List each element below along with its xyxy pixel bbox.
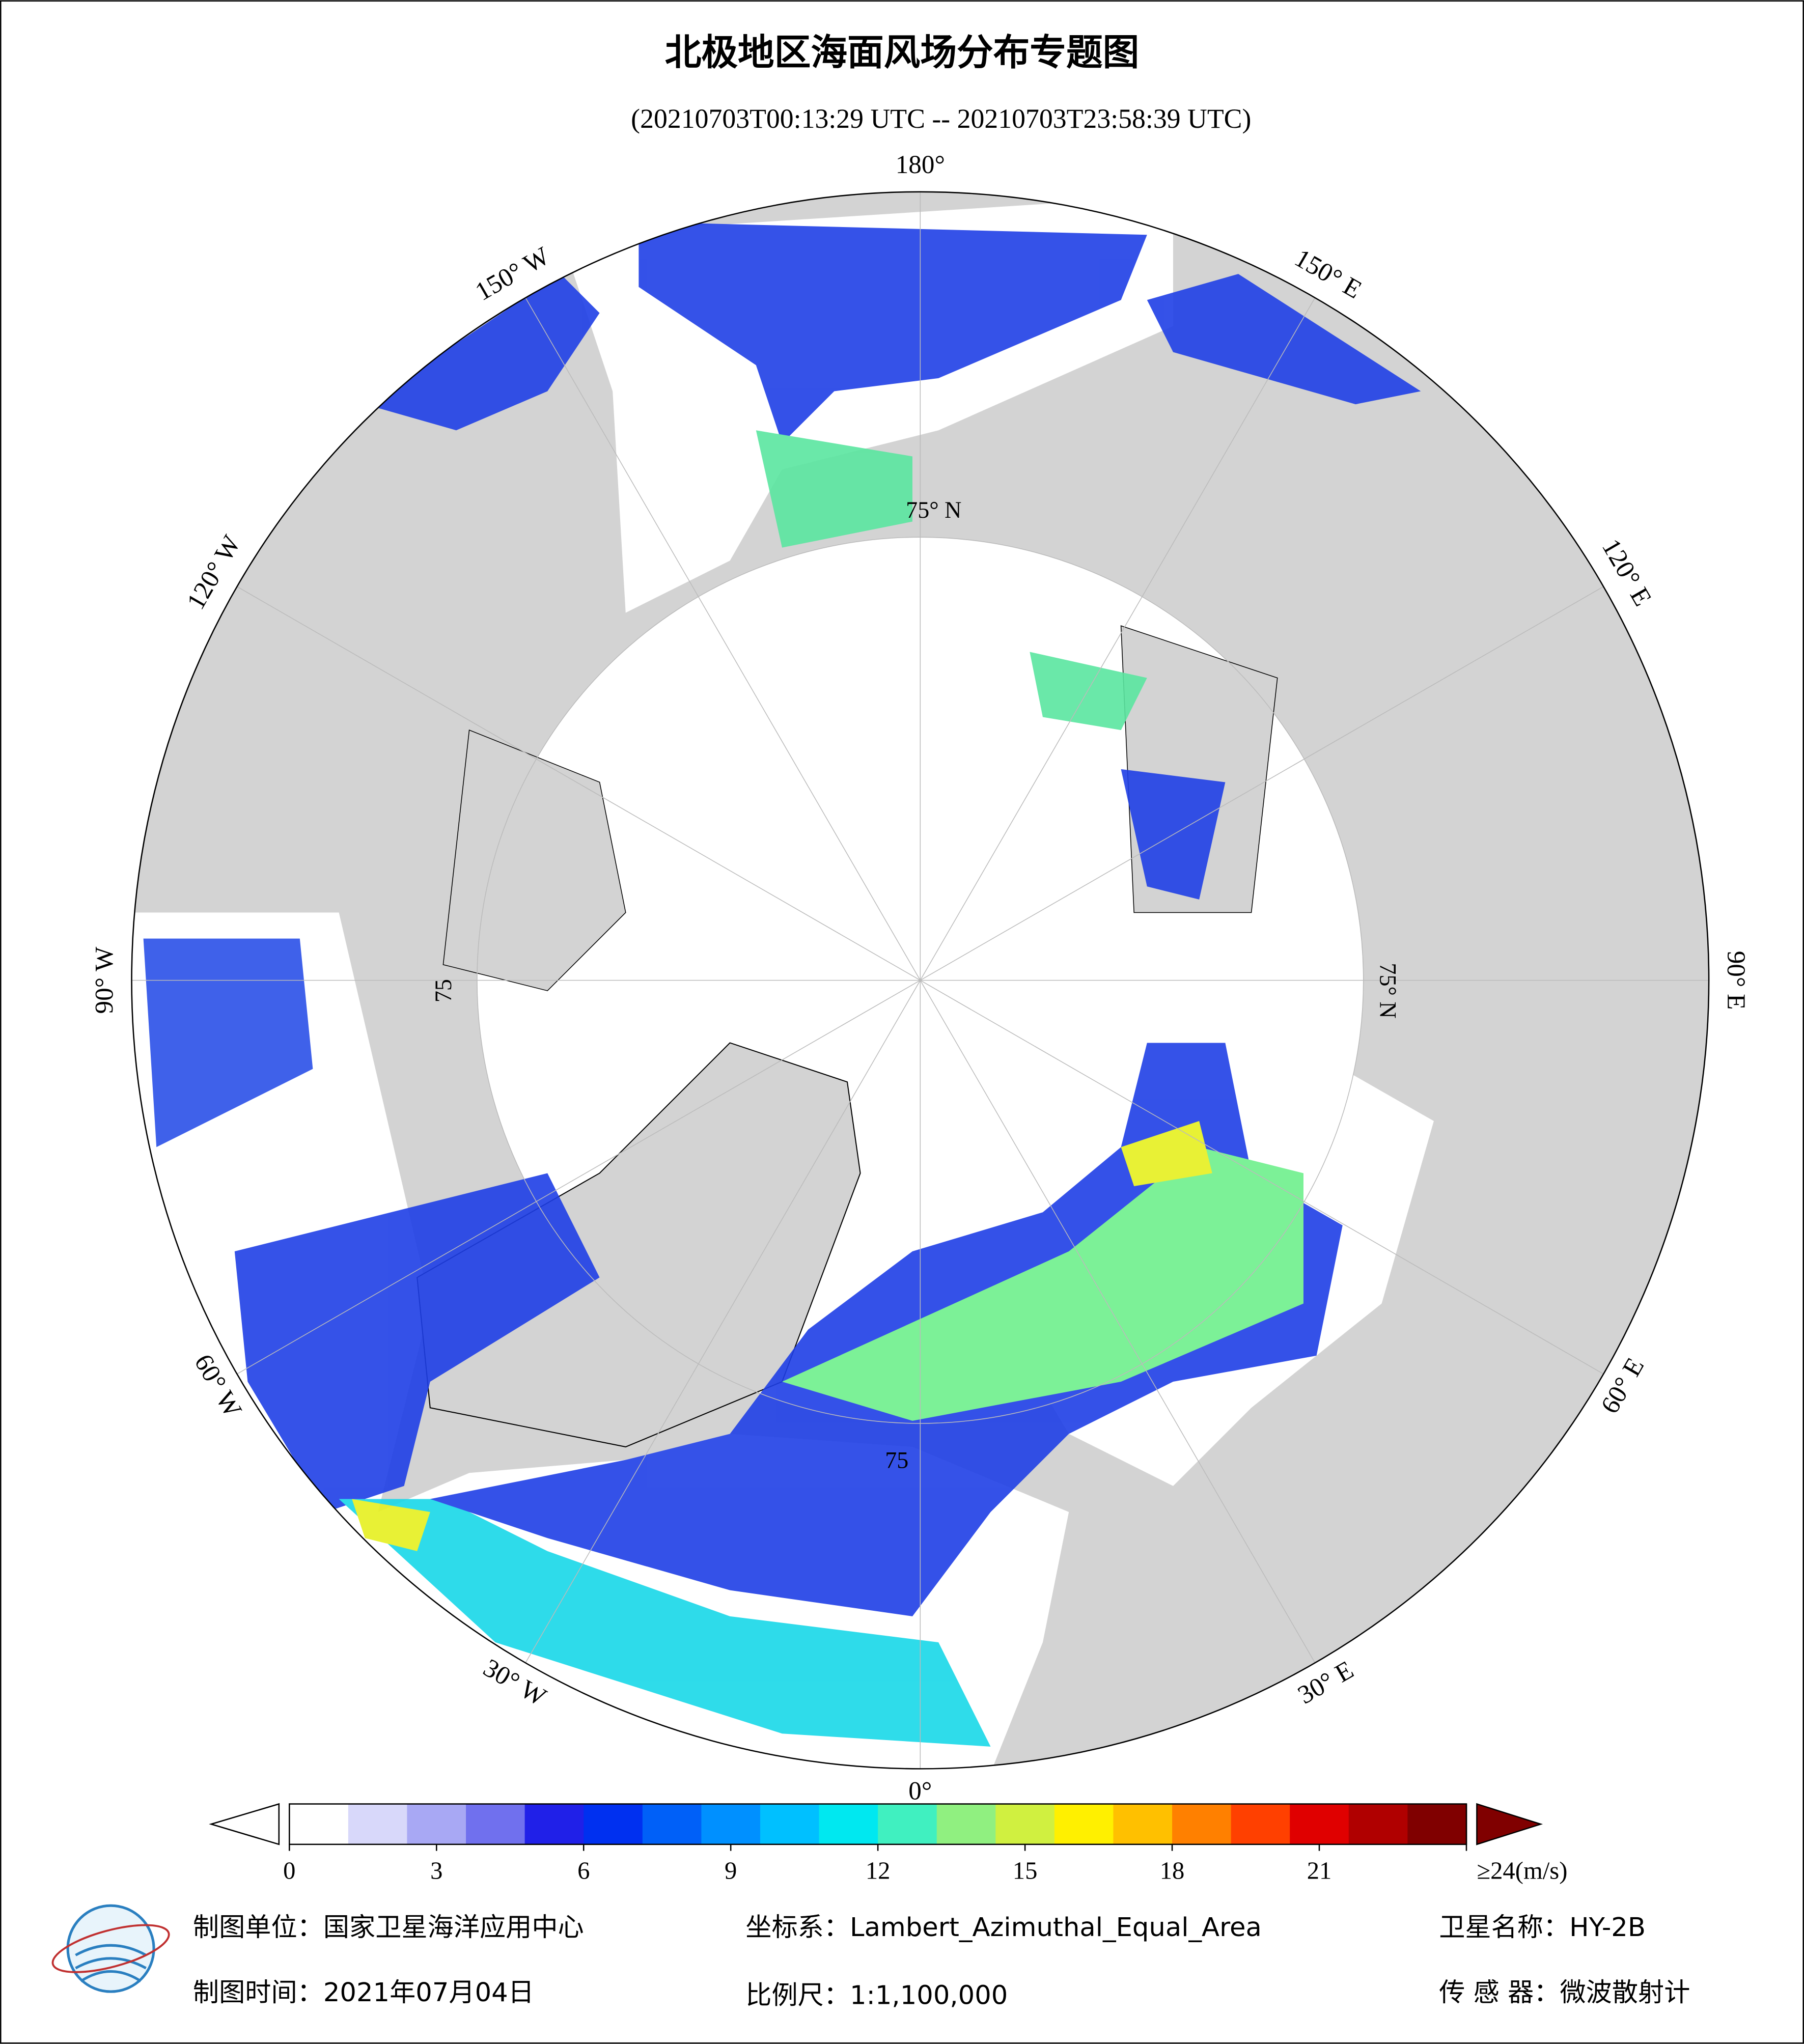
arctic-archipelago bbox=[442, 729, 626, 991]
longitude-label: 90° W bbox=[90, 946, 119, 1014]
map-date: 制图时间：2021年07月04日 bbox=[193, 1977, 534, 2008]
colorbar-tick-label: ≥24(m/s) bbox=[1477, 1857, 1567, 1884]
colorbar: 0 3 6 9 12 15 18 21 ≥24(m/s) bbox=[209, 1803, 1567, 1884]
colorbar-swatch bbox=[701, 1804, 761, 1844]
latitude-label: 75° N bbox=[906, 497, 961, 523]
logo bbox=[51, 1904, 170, 1993]
colorbar-swatch bbox=[407, 1804, 467, 1844]
colorbar-swatch bbox=[584, 1804, 644, 1844]
colorbar-under bbox=[209, 1803, 280, 1845]
colorbar-swatch bbox=[878, 1804, 938, 1844]
colorbar-tick-label: 9 bbox=[725, 1857, 737, 1884]
map-disc bbox=[131, 191, 1709, 1769]
colorbar-tick-label: 12 bbox=[866, 1857, 891, 1884]
subtitle: (20210703T00:13:29 UTC -- 20210703T23:58… bbox=[631, 103, 1251, 134]
longitude-label: 180° bbox=[896, 150, 945, 179]
satellite: 卫星名称：HY-2B bbox=[1439, 1912, 1646, 1943]
scale: 比例尺：1:1,100,000 bbox=[745, 1980, 1008, 2010]
latitude-label: 75 bbox=[430, 979, 456, 1002]
longitude-label: 90° E bbox=[1722, 951, 1751, 1010]
colorbar-swatch bbox=[819, 1804, 879, 1844]
colorbar-swatch bbox=[1054, 1804, 1114, 1844]
colorbar-swatch bbox=[524, 1804, 585, 1844]
colorbar-tick-label: 6 bbox=[577, 1857, 590, 1884]
wind-field bbox=[143, 221, 1421, 1747]
colorbar-swatch bbox=[1407, 1804, 1467, 1844]
map-border bbox=[131, 191, 1710, 1770]
colorbar-swatch bbox=[642, 1804, 702, 1844]
colorbar-swatch bbox=[1348, 1804, 1408, 1844]
colorbar-over bbox=[1476, 1803, 1543, 1845]
longitude-label: 0° bbox=[908, 1777, 932, 1806]
colorbar-swatch bbox=[1231, 1804, 1291, 1844]
colorbar-tick-label: 15 bbox=[1013, 1857, 1038, 1884]
colorbar-swatch bbox=[1290, 1804, 1350, 1844]
graticule bbox=[131, 191, 1709, 1769]
title: 北极地区海面风场分布专题图 bbox=[665, 31, 1140, 74]
coordinate-system: 坐标系：Lambert_Azimuthal_Equal_Area bbox=[745, 1912, 1262, 1943]
colorbar-swatch bbox=[1113, 1804, 1173, 1844]
latitude-label: 75 bbox=[885, 1447, 908, 1473]
colorbar-tick-label: 18 bbox=[1160, 1857, 1185, 1884]
colorbar-tick-label: 3 bbox=[430, 1857, 442, 1884]
producer: 制图单位：国家卫星海洋应用中心 bbox=[193, 1912, 584, 1943]
colorbar-tick-label: 21 bbox=[1307, 1857, 1332, 1884]
colorbar-swatch bbox=[936, 1804, 996, 1844]
colorbar-swatch bbox=[466, 1804, 525, 1844]
colorbar-swatch bbox=[348, 1804, 408, 1844]
colorbar-swatch bbox=[760, 1804, 820, 1844]
colorbar-swatch bbox=[289, 1804, 349, 1844]
latitude-label: 75° N bbox=[1375, 963, 1401, 1018]
colorbar-tick-label: 0 bbox=[283, 1857, 295, 1884]
colorbar-swatch bbox=[995, 1804, 1056, 1844]
sensor: 传 感 器：微波散射计 bbox=[1439, 1977, 1690, 2008]
colorbar-swatch bbox=[1172, 1804, 1232, 1844]
